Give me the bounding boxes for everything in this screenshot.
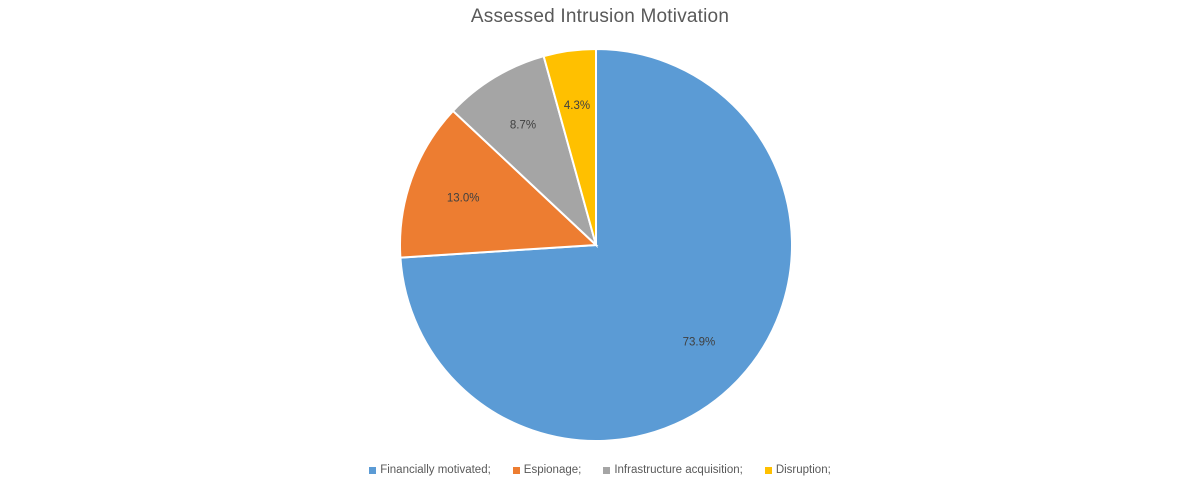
legend-swatch-0 bbox=[369, 466, 377, 474]
legend-label-0: Financially motivated; bbox=[380, 464, 491, 476]
pie-slice-2 bbox=[451, 54, 598, 249]
slice-data-label-0: 73.9% bbox=[683, 337, 716, 349]
legend-item-1: Espionage; bbox=[512, 464, 582, 476]
legend-swatch-2 bbox=[603, 466, 611, 474]
legend-label-2: Infrastructure acquisition; bbox=[614, 464, 743, 476]
pie-slice-1 bbox=[399, 109, 599, 259]
legend-swatch-3 bbox=[764, 466, 772, 474]
pie-slice-3 bbox=[542, 47, 597, 246]
legend-swatch-1 bbox=[512, 466, 520, 474]
chart-title: Assessed Intrusion Motivation bbox=[470, 6, 730, 27]
legend-label-3: Disruption; bbox=[775, 464, 831, 476]
legend-label-1: Espionage; bbox=[523, 464, 582, 476]
slice-data-label-2: 8.7% bbox=[510, 119, 536, 131]
slice-data-label-3: 4.3% bbox=[564, 100, 590, 112]
chart-legend: Financially motivated; Espionage; Infrastr… bbox=[0, 464, 1200, 476]
legend-item-2: Infrastructure acquisition; bbox=[603, 464, 743, 476]
slice-data-label-1: 13.0% bbox=[447, 192, 480, 204]
legend-item-3: Disruption; bbox=[764, 464, 831, 476]
legend-item-0: Financially motivated; bbox=[369, 464, 491, 476]
